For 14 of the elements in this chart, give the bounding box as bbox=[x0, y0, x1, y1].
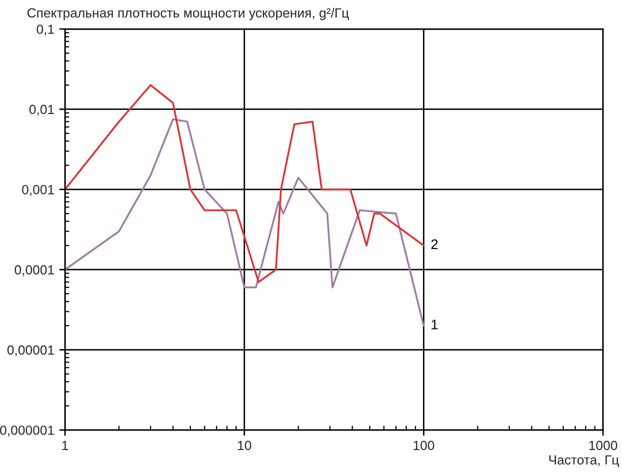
x-tick-label: 1000 bbox=[589, 440, 618, 450]
y-tick-label: 0,000001 bbox=[0, 426, 54, 436]
y-axis-title: Спектральная плотность мощности ускорения, g²/Гц bbox=[27, 8, 349, 20]
y-tick-label: 0,00001 bbox=[7, 345, 54, 356]
series-label: 1 bbox=[432, 320, 438, 330]
y-tick-label: 0,001 bbox=[22, 184, 54, 196]
y-tick-label: 0,0001 bbox=[14, 265, 54, 276]
y-tick-label: 0,1 bbox=[36, 24, 54, 36]
y-tick-label: 0,01 bbox=[29, 104, 54, 116]
series-label: 2 bbox=[431, 239, 438, 250]
x-tick-label: 100 bbox=[414, 440, 434, 450]
x-tick-label: 10 bbox=[238, 440, 252, 450]
x-axis-title: Частота, Гц bbox=[549, 455, 619, 468]
x-tick-label: 1 bbox=[62, 440, 68, 450]
